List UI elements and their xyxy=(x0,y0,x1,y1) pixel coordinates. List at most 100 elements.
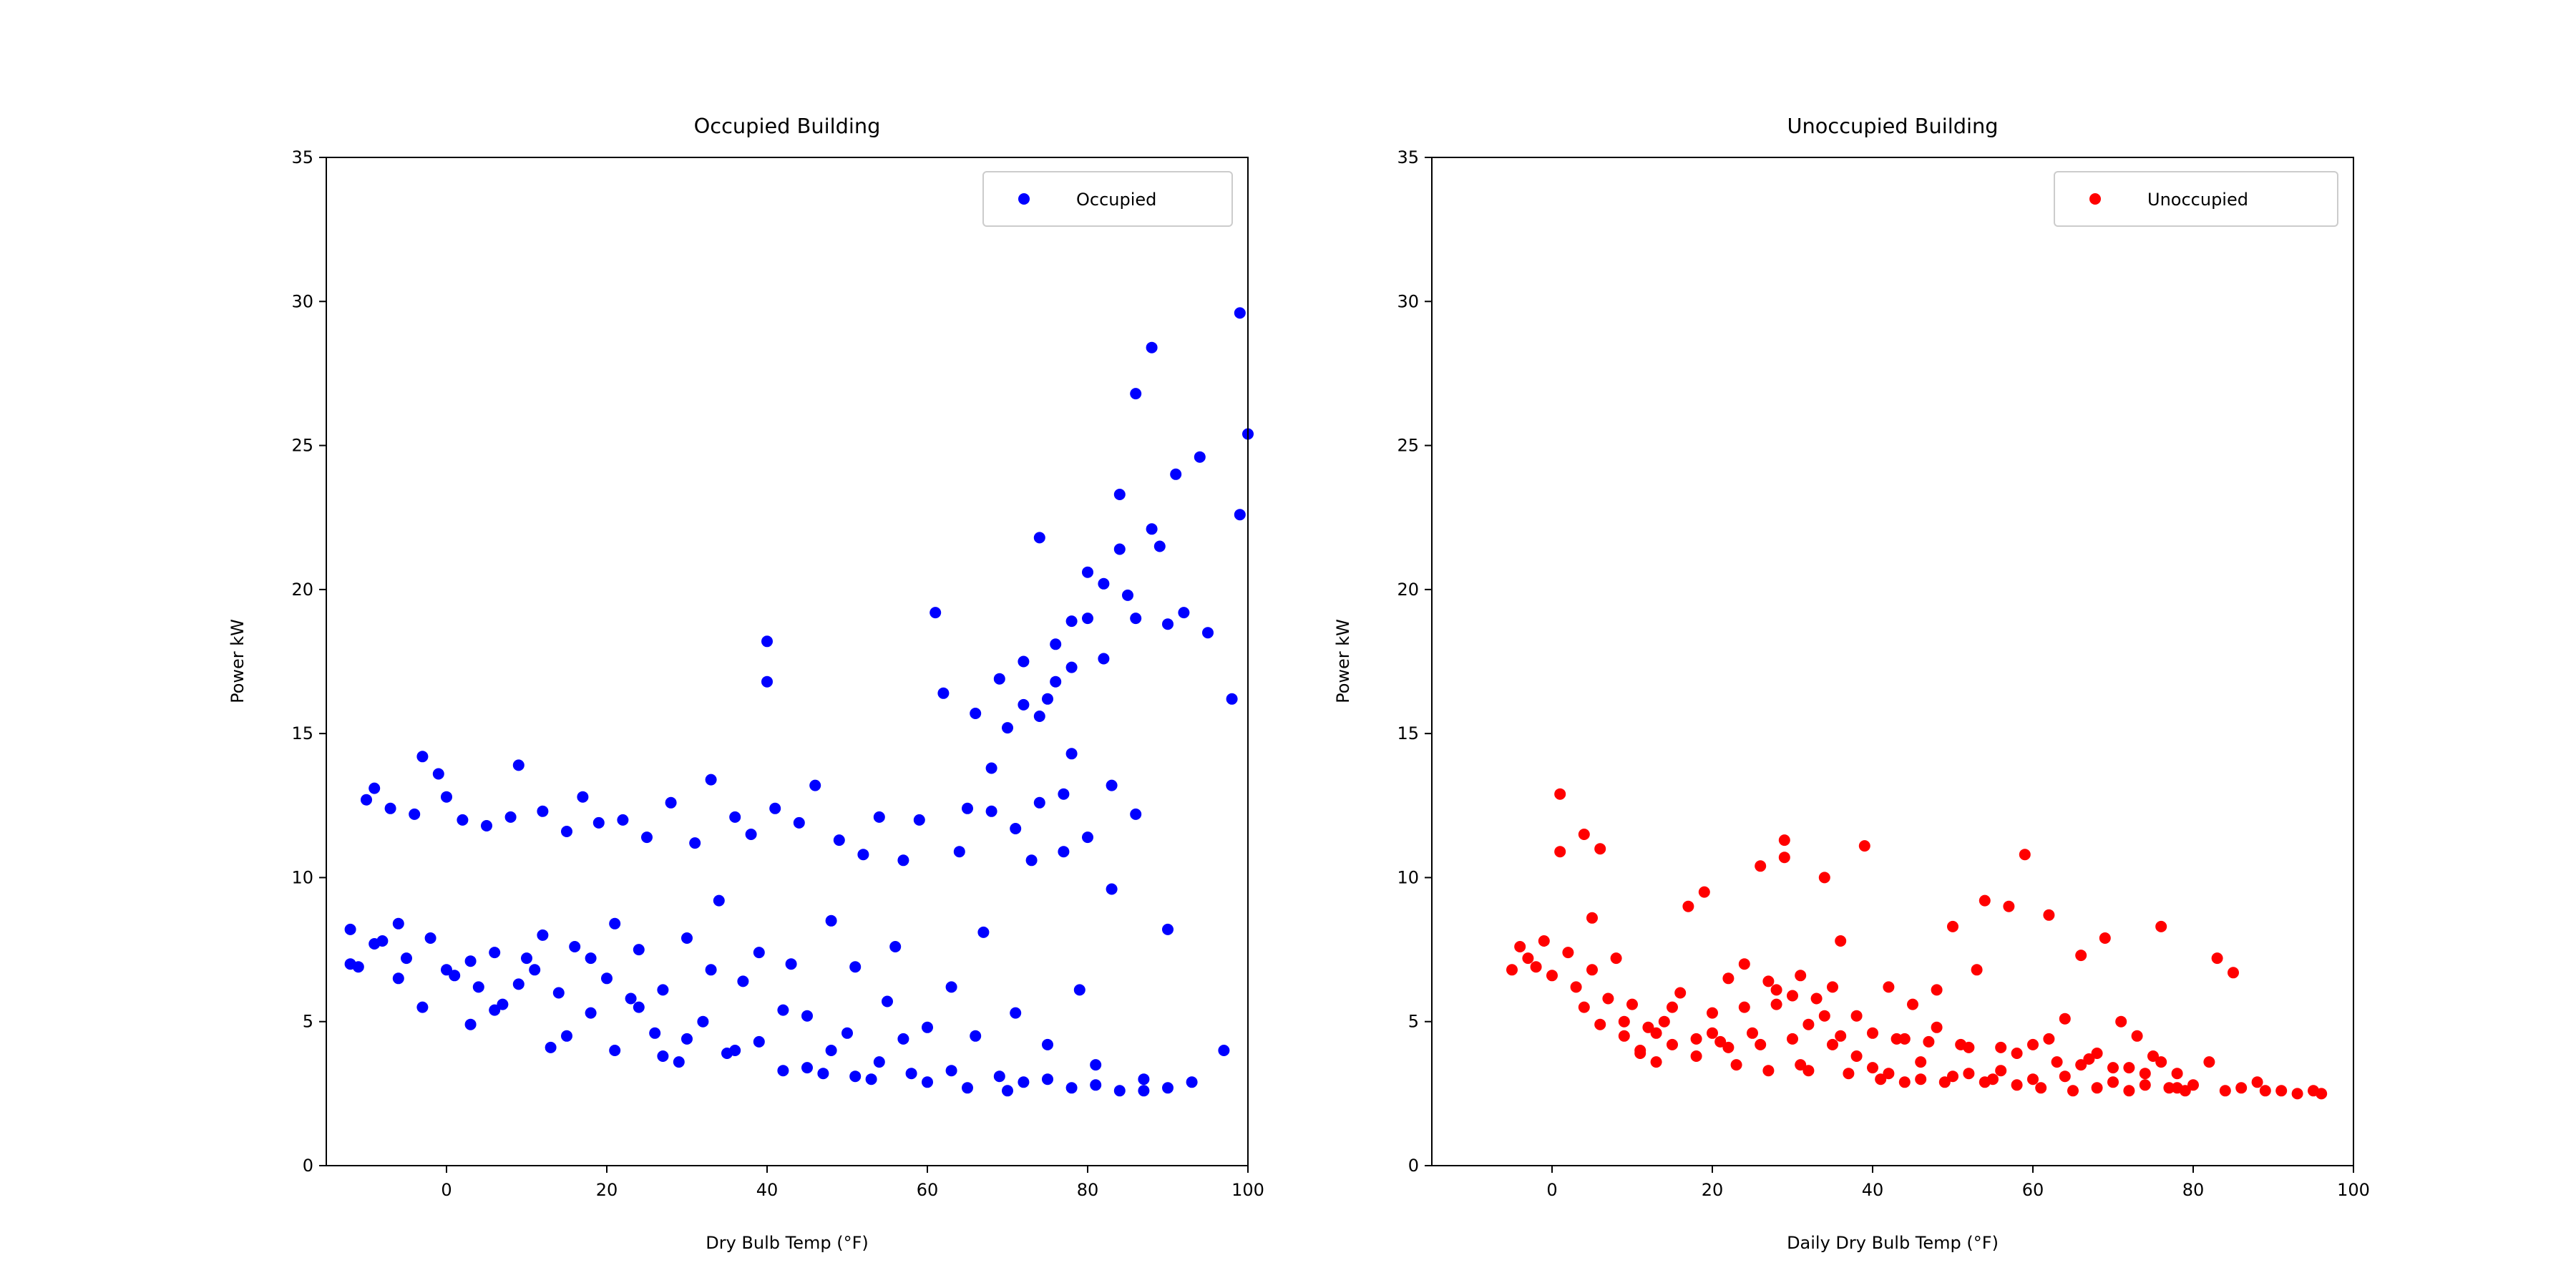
data-point xyxy=(1578,1001,1590,1013)
legend-box xyxy=(982,171,1233,227)
data-point xyxy=(449,970,461,982)
data-point xyxy=(601,972,613,985)
x-tick-label: 20 xyxy=(596,1180,618,1200)
data-point xyxy=(922,1021,933,1033)
data-point xyxy=(945,981,957,993)
data-point xyxy=(649,1027,661,1039)
plot-frame xyxy=(326,157,1249,1166)
data-point xyxy=(953,846,965,858)
data-point xyxy=(512,759,525,771)
data-point xyxy=(705,964,717,976)
data-point xyxy=(2043,909,2055,921)
data-point xyxy=(777,1065,789,1077)
data-point xyxy=(1610,952,1622,965)
data-point xyxy=(1835,935,1847,947)
x-tick-label: 100 xyxy=(1231,1180,1264,1200)
data-point xyxy=(793,816,805,829)
data-point xyxy=(1658,1015,1670,1028)
data-point xyxy=(2067,1085,2079,1097)
data-point xyxy=(1858,840,1870,852)
data-point xyxy=(537,929,549,941)
data-point xyxy=(729,811,741,823)
data-point xyxy=(1947,1070,1958,1083)
data-point xyxy=(1594,1018,1606,1030)
x-tick-label: 60 xyxy=(2022,1180,2044,1200)
data-point xyxy=(617,814,629,826)
y-tick-label: 25 xyxy=(1397,436,1419,456)
data-point xyxy=(1755,1038,1767,1050)
data-point xyxy=(384,802,396,814)
data-point xyxy=(657,984,669,996)
data-point xyxy=(2187,1079,2199,1091)
y-tick-label: 10 xyxy=(1397,867,1419,887)
data-point xyxy=(1738,1001,1750,1013)
data-point xyxy=(2051,1056,2063,1068)
data-point xyxy=(809,779,821,791)
x-axis-label: Dry Bulb Temp (°F) xyxy=(706,1233,869,1253)
data-point xyxy=(1787,990,1798,1002)
data-point xyxy=(1065,1082,1078,1094)
y-tick-label: 5 xyxy=(1408,1012,1419,1032)
data-point xyxy=(1530,961,1542,973)
data-point xyxy=(1810,992,1823,1005)
data-point xyxy=(1586,964,1598,976)
data-point xyxy=(689,837,701,849)
data-point xyxy=(1755,860,1767,872)
data-point xyxy=(857,849,869,861)
data-point xyxy=(1042,693,1053,705)
data-point xyxy=(1042,1038,1053,1050)
data-point xyxy=(1162,618,1174,630)
data-point xyxy=(2075,950,2087,962)
chart-title: Unoccupied Building xyxy=(1787,114,1998,138)
data-point xyxy=(769,802,781,814)
data-point xyxy=(1915,1073,1927,1085)
data-point xyxy=(1113,543,1126,555)
data-point xyxy=(1802,1065,1815,1077)
x-tick-label: 80 xyxy=(2182,1180,2205,1200)
y-tick-label: 15 xyxy=(1397,723,1419,743)
data-point xyxy=(962,802,973,814)
data-point xyxy=(753,947,765,959)
data-point xyxy=(2075,1059,2087,1071)
data-point xyxy=(897,1033,909,1045)
data-point xyxy=(1875,1073,1887,1085)
data-point xyxy=(849,1070,862,1083)
data-point xyxy=(2115,1015,2127,1028)
data-point xyxy=(1098,653,1110,665)
legend-label: Unoccupied xyxy=(2147,190,2248,210)
data-point xyxy=(1562,947,1574,959)
x-tick-label: 40 xyxy=(756,1180,779,1200)
data-point xyxy=(1090,1059,1102,1071)
data-point xyxy=(416,1001,429,1013)
data-point xyxy=(2107,1076,2119,1088)
data-point xyxy=(2043,1033,2055,1045)
data-point xyxy=(2059,1070,2071,1083)
data-point xyxy=(2027,1073,2039,1085)
data-point xyxy=(1907,998,1918,1010)
data-point xyxy=(1194,451,1206,463)
data-point xyxy=(1570,981,1582,993)
y-axis-label: Power kW xyxy=(1333,619,1353,703)
data-point xyxy=(2107,1062,2119,1074)
data-point xyxy=(2219,1085,2231,1097)
data-point xyxy=(2291,1088,2303,1100)
y-tick-label: 0 xyxy=(303,1156,313,1176)
data-point xyxy=(344,923,356,935)
data-point xyxy=(1747,1027,1758,1039)
data-point xyxy=(785,958,797,970)
data-point xyxy=(1979,1076,1991,1088)
data-point xyxy=(585,1007,597,1019)
data-point xyxy=(561,826,572,837)
data-point xyxy=(1618,1030,1630,1042)
data-point xyxy=(1130,808,1142,820)
data-point xyxy=(841,1027,853,1039)
data-point xyxy=(1634,1048,1646,1059)
data-point xyxy=(1971,964,1983,976)
y-tick-label: 20 xyxy=(291,580,313,600)
data-point xyxy=(1073,984,1085,996)
data-point xyxy=(1778,834,1790,847)
data-point xyxy=(609,1045,621,1056)
data-point xyxy=(1033,711,1045,722)
data-point xyxy=(2091,1048,2103,1059)
data-point xyxy=(569,941,581,952)
